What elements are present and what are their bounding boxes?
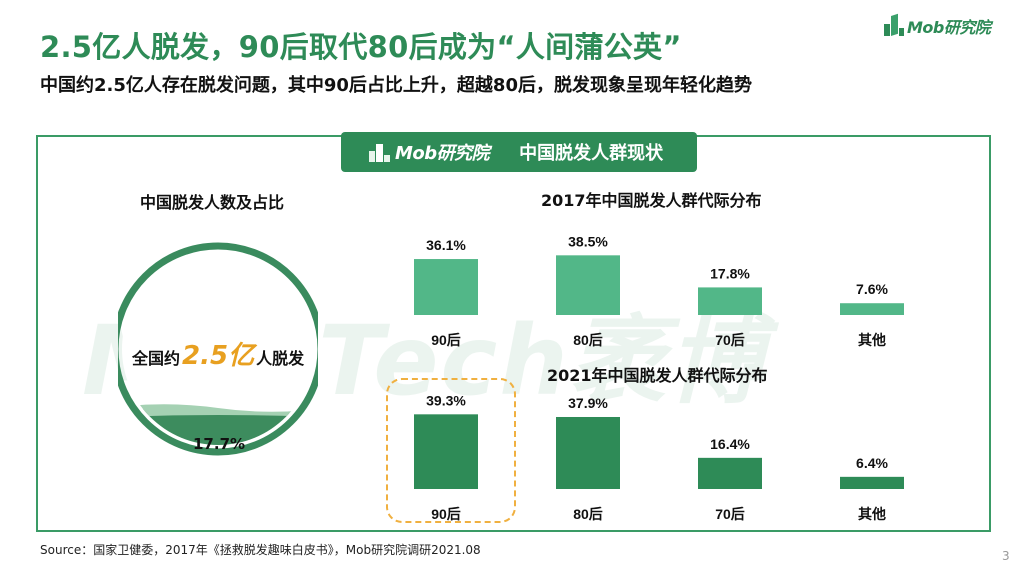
chart-2021-bar [414, 414, 478, 489]
chart-2021-category-label: 70后 [715, 506, 745, 522]
chart-2021-value-label: 16.4% [710, 436, 750, 452]
chart-2017-value-label: 36.1% [426, 237, 466, 253]
population-circle [118, 242, 318, 456]
chart-2017-value-label: 17.8% [710, 265, 750, 281]
chart-2021: 39.3% 90后 37.9% 80后 16.4% 70后 6.4% 其他 [414, 392, 904, 522]
banner-logo-text: Mob研究院 [395, 143, 490, 164]
chart-2017-value-label: 7.6% [856, 281, 888, 297]
chart-2017-bar [698, 287, 762, 315]
page-title: 2.5亿人脱发，90后取代80后成为“人间蒲公英” [40, 30, 682, 64]
highlight-90s-box [386, 378, 516, 523]
chart-2021-value-label: 37.9% [568, 395, 608, 411]
chart-2021-category-label: 90后 [431, 506, 461, 522]
page-number: 3 [1002, 549, 1010, 563]
circle-outline [118, 242, 318, 456]
source-note: Source：国家卫健委，2017年《拯救脱发趣味白皮书》，Mob研究院调研20… [40, 543, 481, 557]
chart-2021-category-label: 80后 [573, 506, 603, 522]
chart-2021-bar [556, 416, 620, 489]
chart-2021-category-label: 其他 [858, 506, 886, 522]
mob-logo-icon [369, 142, 391, 162]
chart-2017-bar [556, 255, 620, 315]
fill-highlight [122, 404, 314, 418]
population-prefix: 全国约 [132, 349, 181, 368]
logo-text: Mob研究院 [907, 18, 991, 37]
chart-2021-title: 2021年中国脱发人群代际分布 [547, 366, 768, 385]
chart-2017-title: 2017年中国脱发人群代际分布 [541, 191, 762, 210]
chart-2021-bar [698, 457, 762, 489]
brand-logo: Mob研究院 [884, 13, 991, 38]
chart-2017-category-label: 其他 [858, 332, 886, 348]
mob-logo-icon [884, 13, 904, 36]
chart-2017-category-label: 80后 [573, 332, 603, 348]
population-percent: 17.7% [193, 435, 246, 453]
page-subtitle: 中国约2.5亿人存在脱发问题，其中90后占比上升，超越80后，脱发现象呈现年轻化… [40, 75, 752, 96]
chart-2017: 36.1% 90后 38.5% 80后 17.8% 70后 7.6% 其他 [414, 233, 904, 348]
population-statement: 全国约 2.5亿 人脱发 [132, 335, 304, 372]
chart-2021-value-label: 6.4% [856, 455, 888, 471]
section-banner: Mob研究院 中国脱发人群现状 [341, 132, 697, 172]
chart-2017-category-label: 70后 [715, 332, 745, 348]
chart-2021-bar [840, 476, 904, 489]
circle-body [122, 253, 314, 445]
banner-title: 中国脱发人群现状 [519, 143, 664, 164]
population-suffix: 人脱发 [256, 349, 305, 368]
chart-2017-bar [840, 303, 904, 315]
left-panel-title: 中国脱发人数及占比 [140, 193, 285, 212]
chart-2017-bar [414, 259, 478, 315]
chart-2017-category-label: 90后 [431, 332, 461, 348]
chart-2017-value-label: 38.5% [568, 233, 608, 249]
fill-level [122, 408, 314, 445]
chart-2021-value-label: 39.3% [426, 392, 466, 408]
population-number: 2.5亿 [182, 341, 255, 371]
